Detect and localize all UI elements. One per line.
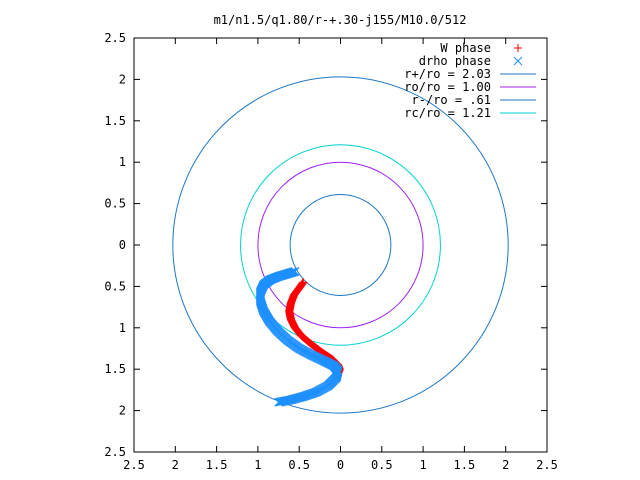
circle-rc-ro-1-21 [240,144,441,346]
circle-ro-ro-1-00 [257,161,424,329]
y-tick-label: 1 [119,321,126,335]
drho-phase-point [274,397,283,407]
data-points [256,267,344,407]
legend-label: drho phase [419,54,491,68]
y-tick-label: 1.5 [104,114,126,128]
legend-label: rc/ro = 1.21 [404,106,491,120]
y-tick-label: 0.5 [104,197,126,211]
legend-label: ro/ro = 1.00 [404,80,491,94]
x-tick-label: 1 [419,458,426,472]
y-tick-label: 1 [119,155,126,169]
chart-title: m1/n1.5/q1.80/r-+.30-j155/M10.0/512 [214,13,467,27]
x-tick-label: 2.5 [123,458,145,472]
y-tick-label: 0.5 [104,279,126,293]
y-tick-label: 1.5 [104,362,126,376]
y-tick-label: 2.5 [104,31,126,45]
x-tick-label: 1.5 [454,458,476,472]
x-tick-label: 0.5 [288,458,310,472]
drho-phase-point [276,397,286,407]
x-axis: 2.5 2 1.5 1 0.5 0 0.5 1 1.5 2 2.5 [123,38,558,472]
circle-r-ro-61 [289,193,392,297]
drho-phase-point [275,397,285,407]
x-tick-label: 2.5 [536,458,558,472]
x-tick-label: 2 [502,458,509,472]
drho-phase-point [277,397,287,406]
circle-r-ro-2-03 [172,76,509,414]
x-tick-label: 2 [172,458,179,472]
drho-phase-point [513,56,523,66]
y-tick-label: 2.5 [104,445,126,459]
y-axis: 2.5 2 1.5 1 0.5 0 0.5 1 1.5 2 2.5 [104,31,547,459]
x-tick-label: 0.5 [371,458,393,472]
drho-phase-point [275,397,284,407]
legend-label: W phase [440,41,491,55]
y-tick-label: 2 [119,404,126,418]
x-tick-label: 0 [337,458,344,472]
y-tick-label: 0 [119,238,126,252]
legend-label: r+/ro = 2.03 [404,67,491,81]
reference-circles [172,76,509,414]
x-tick-label: 1.5 [206,458,228,472]
w-phase-point [514,44,522,52]
y-tick-label: 2 [119,72,126,86]
legend-label: r-/ro = .61 [412,93,491,107]
x-tick-label: 1 [254,458,261,472]
